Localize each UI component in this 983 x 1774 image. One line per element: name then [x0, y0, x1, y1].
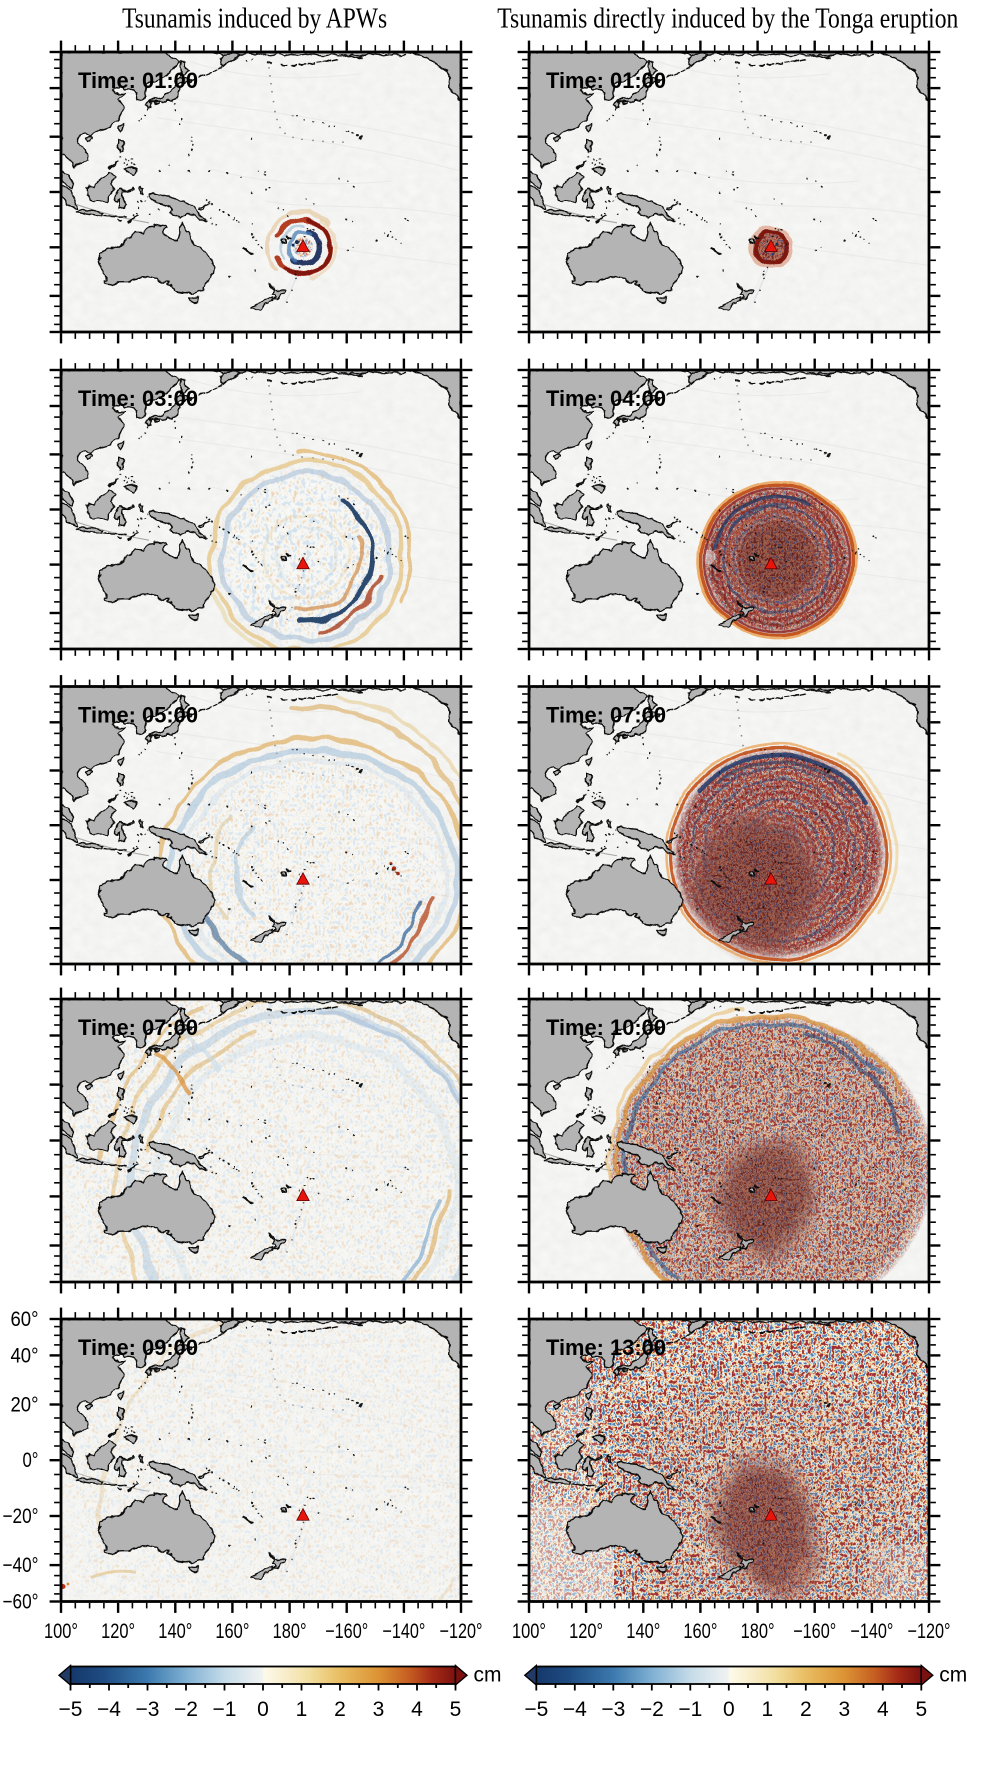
- svg-text:−20°: −20°: [3, 1505, 39, 1528]
- svg-text:−4: −4: [97, 1698, 121, 1721]
- svg-text:2: 2: [800, 1698, 812, 1721]
- svg-text:−160°: −160°: [793, 1620, 836, 1643]
- svg-text:100°: 100°: [512, 1620, 546, 1643]
- svg-text:2: 2: [334, 1698, 346, 1721]
- svg-text:Time: 09:00: Time: 09:00: [78, 1335, 198, 1360]
- svg-text:−140°: −140°: [382, 1620, 425, 1643]
- svg-text:−1: −1: [213, 1698, 237, 1721]
- svg-text:140°: 140°: [158, 1620, 192, 1643]
- svg-text:Time: 13:00: Time: 13:00: [546, 1335, 666, 1360]
- svg-text:Tsunamis directly induced by t: Tsunamis directly induced by the Tonga e…: [497, 3, 958, 35]
- svg-text:Time: 04:00: Time: 04:00: [546, 386, 666, 411]
- svg-text:Time: 10:00: Time: 10:00: [546, 1015, 666, 1040]
- svg-text:Time: 07:00: Time: 07:00: [78, 1015, 198, 1040]
- svg-text:−160°: −160°: [325, 1620, 368, 1643]
- svg-text:−3: −3: [601, 1698, 625, 1721]
- svg-text:20°: 20°: [11, 1394, 39, 1417]
- svg-text:0°: 0°: [23, 1449, 39, 1472]
- svg-text:100°: 100°: [44, 1620, 78, 1643]
- svg-text:Time: 01:00: Time: 01:00: [546, 68, 666, 93]
- svg-text:1: 1: [296, 1698, 308, 1721]
- svg-text:Time: 05:00: Time: 05:00: [78, 703, 198, 728]
- svg-text:Time: 01:00: Time: 01:00: [78, 68, 198, 93]
- svg-text:5: 5: [450, 1698, 462, 1721]
- svg-text:4: 4: [877, 1698, 889, 1721]
- svg-text:5: 5: [915, 1698, 927, 1721]
- svg-text:4: 4: [411, 1698, 423, 1721]
- svg-text:180°: 180°: [741, 1620, 775, 1643]
- svg-text:0: 0: [723, 1698, 735, 1721]
- svg-text:40°: 40°: [11, 1344, 39, 1367]
- svg-text:−2: −2: [174, 1698, 198, 1721]
- svg-text:−4: −4: [563, 1698, 587, 1721]
- svg-text:0: 0: [257, 1698, 269, 1721]
- svg-text:160°: 160°: [683, 1620, 717, 1643]
- svg-text:3: 3: [838, 1698, 850, 1721]
- svg-text:Time: 03:00: Time: 03:00: [78, 386, 198, 411]
- svg-text:180°: 180°: [273, 1620, 307, 1643]
- svg-text:120°: 120°: [101, 1620, 135, 1643]
- svg-text:−5: −5: [59, 1698, 83, 1721]
- svg-text:Tsunamis induced by APWs: Tsunamis induced by APWs: [122, 3, 387, 35]
- svg-text:−60°: −60°: [3, 1591, 39, 1614]
- svg-text:−1: −1: [678, 1698, 702, 1721]
- svg-text:60°: 60°: [11, 1308, 39, 1331]
- svg-text:−3: −3: [136, 1698, 160, 1721]
- svg-text:120°: 120°: [569, 1620, 603, 1643]
- svg-text:1: 1: [761, 1698, 773, 1721]
- svg-text:−2: −2: [640, 1698, 664, 1721]
- svg-text:−120°: −120°: [908, 1620, 951, 1643]
- svg-text:cm: cm: [939, 1664, 967, 1687]
- svg-text:−140°: −140°: [850, 1620, 893, 1643]
- svg-text:160°: 160°: [215, 1620, 249, 1643]
- svg-text:−120°: −120°: [440, 1620, 483, 1643]
- svg-text:−40°: −40°: [3, 1554, 39, 1577]
- svg-text:3: 3: [373, 1698, 385, 1721]
- svg-text:Time: 07:00: Time: 07:00: [546, 703, 666, 728]
- svg-text:−5: −5: [524, 1698, 548, 1721]
- svg-text:cm: cm: [474, 1664, 502, 1687]
- svg-text:140°: 140°: [626, 1620, 660, 1643]
